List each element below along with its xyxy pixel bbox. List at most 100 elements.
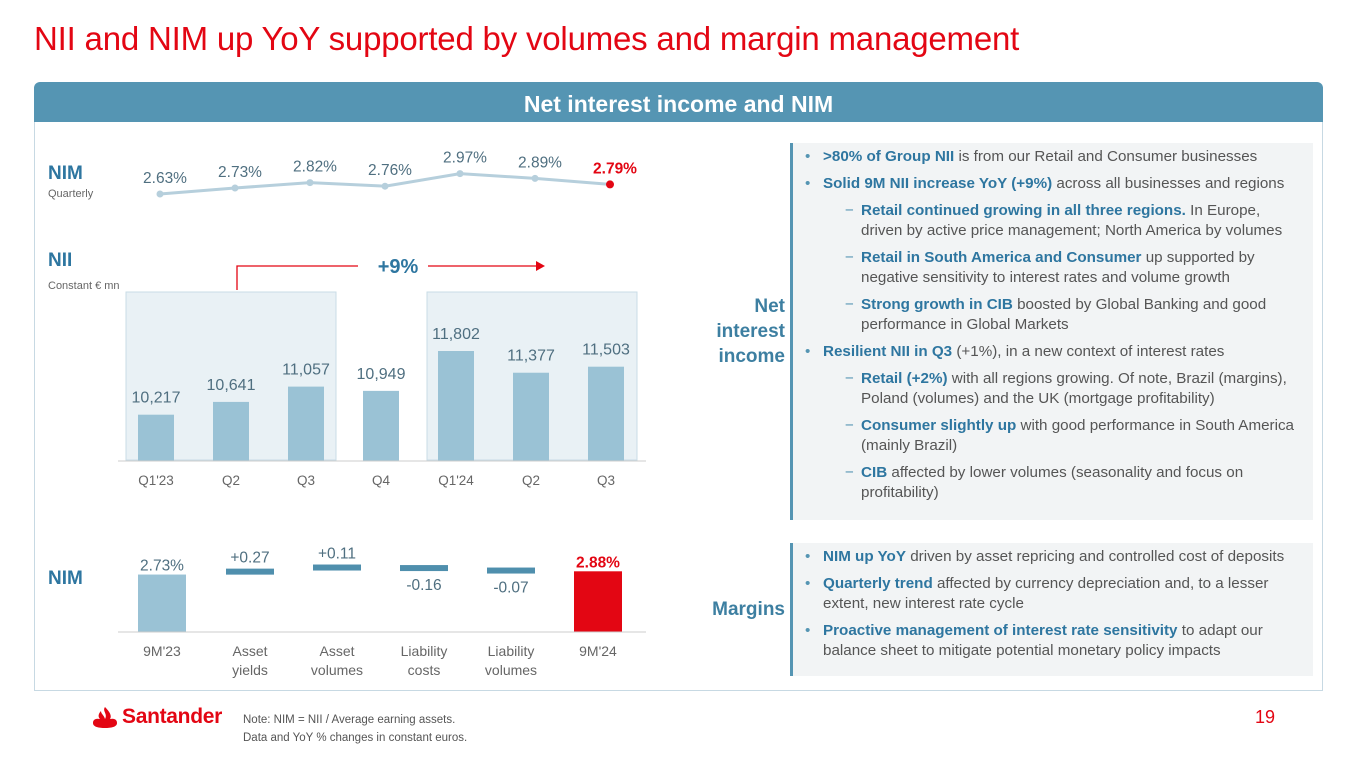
bullet-body: up supported by negative sensitivity to … <box>861 249 1255 286</box>
nim-waterfall-bar <box>313 564 361 571</box>
dash-marker: − <box>845 370 854 387</box>
bullet-text: CIB affected by lower volumes (seasonali… <box>805 463 1303 503</box>
nii-bar <box>438 351 474 461</box>
bullet-marker: • <box>805 622 811 639</box>
bullet-item: • NIM up YoY driven by asset repricing an… <box>805 547 1303 567</box>
nii-tick-label: Q2 <box>222 473 240 488</box>
nim-waterfall-label: +0.11 <box>318 546 356 563</box>
nii-bar <box>588 366 624 461</box>
nii-tick-label: Q2 <box>522 473 540 488</box>
bullet-body: (+1%), in a new context of interest rate… <box>952 343 1225 360</box>
bullet-text: Retail in South America and Consumer up … <box>805 248 1303 288</box>
bullet-marker: • <box>805 343 811 360</box>
nii-tick-label: Q1'23 <box>138 473 174 488</box>
nim-point-label: 2.63% <box>143 170 187 187</box>
nii-growth-arrowhead <box>536 261 545 271</box>
bullet-highlight: Proactive management of interest rate se… <box>823 622 1178 639</box>
nii-tick-label: Q3 <box>297 473 315 488</box>
bullet-item: • Resilient NII in Q3 (+1%), in a new con… <box>805 342 1303 362</box>
bullet-highlight: Resilient NII in Q3 <box>823 343 953 360</box>
section-label-line: income <box>718 346 785 367</box>
nii-growth-label: +9% <box>378 256 419 278</box>
nii-bar-label: 10,217 <box>132 390 181 407</box>
banner-title: Net interest income and NIM <box>523 91 834 117</box>
nim-point <box>531 174 539 182</box>
bullet-text: NIM up YoY driven by asset repricing and… <box>805 547 1303 567</box>
footnote-line: Note: NIM = NII / Average earning assets… <box>243 714 456 726</box>
bullet-marker: • <box>805 148 811 165</box>
nii-bar-label: 11,503 <box>582 342 630 359</box>
margins-label: Margins <box>690 597 785 622</box>
nii-bar <box>363 390 399 461</box>
nim-point-label: 2.76% <box>368 162 412 179</box>
nim-point-label: 2.73% <box>218 164 262 181</box>
bullet-body: with all regions growing. Of note, Brazi… <box>861 370 1287 407</box>
nim-waterfall-bar <box>574 571 622 632</box>
nim-point-label: 2.79% <box>593 160 637 177</box>
bullet-highlight: Quarterly trend <box>823 575 933 592</box>
bullet-text: >80% of Group NII is from our Retail and… <box>805 147 1303 167</box>
sub-bullet-item: − CIB affected by lower volumes (seasonal… <box>805 463 1303 503</box>
bullet-item: • Quarterly trend affected by currency de… <box>805 574 1303 614</box>
nii-growth-arrow-left <box>236 265 358 290</box>
nii-bar-label: 11,057 <box>282 362 330 379</box>
bullet-text: Consumer slightly up with good performan… <box>805 416 1303 456</box>
nim-waterfall-tick-label: Liability <box>401 643 448 659</box>
nim-waterfall-tick-label: 9M'23 <box>143 643 181 659</box>
bullet-body: driven by asset repricing and controlled… <box>905 548 1285 565</box>
nim-waterfall-title: NIM <box>48 568 83 589</box>
nim-waterfall-tick-label: Asset <box>232 643 267 659</box>
flame-icon <box>93 707 117 728</box>
bullet-body: across all businesses and regions <box>1052 175 1285 192</box>
sub-bullet-item: − Strong growth in CIB boosted by Global … <box>805 295 1303 335</box>
bullet-highlight: Retail continued growing in all three re… <box>861 202 1186 219</box>
section-label-line: Margins <box>712 599 785 620</box>
bullet-body: affected by lower volumes (seasonality a… <box>861 464 1244 501</box>
nii-tick-label: Q3 <box>597 473 615 488</box>
nim-waterfall-tick-label: yields <box>232 662 268 678</box>
nim-waterfall-tick-label: 9M'24 <box>579 643 617 659</box>
nim-waterfall-label: 2.88% <box>576 554 620 571</box>
nii-bar-label: 11,377 <box>507 348 555 365</box>
nim-waterfall-tick-label: Asset <box>319 643 354 659</box>
nii-tick-label: Q4 <box>372 473 391 488</box>
nim-quarterly-subtitle: Quarterly <box>48 188 94 200</box>
nim-point <box>156 190 164 198</box>
bullet-text: Strong growth in CIB boosted by Global B… <box>805 295 1303 335</box>
bullet-body: to adapt our balance sheet to mitigate p… <box>823 622 1263 659</box>
nim-waterfall-tick-label: costs <box>408 662 441 678</box>
nim-waterfall-tick-label: Liability <box>488 643 535 659</box>
dash-marker: − <box>845 249 854 266</box>
bullet-marker: • <box>805 575 811 592</box>
nii-tick-label: Q1'24 <box>438 473 474 488</box>
section-label-line: interest <box>716 321 785 342</box>
nii-subtitle: Constant € mn <box>48 280 120 292</box>
nim-waterfall-bar <box>400 565 448 572</box>
dash-marker: − <box>845 296 854 313</box>
bullet-text: Resilient NII in Q3 (+1%), in a new cont… <box>805 342 1303 362</box>
nim-point <box>306 179 314 187</box>
nii-bar <box>288 386 324 461</box>
bullet-highlight: Solid 9M NII increase YoY (+9%) <box>823 175 1053 192</box>
page-title: NII and NIM up YoY supported by volumes … <box>34 20 1020 57</box>
nim-waterfall-label: 2.73% <box>140 558 184 575</box>
bullet-highlight: NIM up YoY <box>823 548 906 565</box>
bullet-body: affected by currency depreciation and, t… <box>823 575 1269 612</box>
nim-waterfall-tick-label: volumes <box>311 662 363 678</box>
content-panel <box>34 122 1323 691</box>
nim-quarterly-title: NIM <box>48 163 83 184</box>
bullet-body: with good performance in South America (… <box>861 417 1295 454</box>
dash-marker: − <box>845 202 854 219</box>
nii-bar <box>138 414 174 461</box>
nim-point-label: 2.97% <box>443 150 487 167</box>
nim-waterfall-bar <box>487 567 535 574</box>
bullet-body: In Europe, driven by active price manage… <box>861 202 1283 239</box>
nim-point <box>456 170 464 178</box>
sub-bullet-item: − Retail in South America and Consumer up… <box>805 248 1303 288</box>
bullet-highlight: Consumer slightly up <box>861 417 1017 434</box>
bullet-text: Quarterly trend affected by currency dep… <box>805 574 1303 614</box>
bullet-text: Proactive management of interest rate se… <box>805 621 1303 661</box>
nim-waterfall-label: -0.16 <box>406 577 441 594</box>
bullet-body: boosted by Global Banking and good perfo… <box>861 296 1267 333</box>
